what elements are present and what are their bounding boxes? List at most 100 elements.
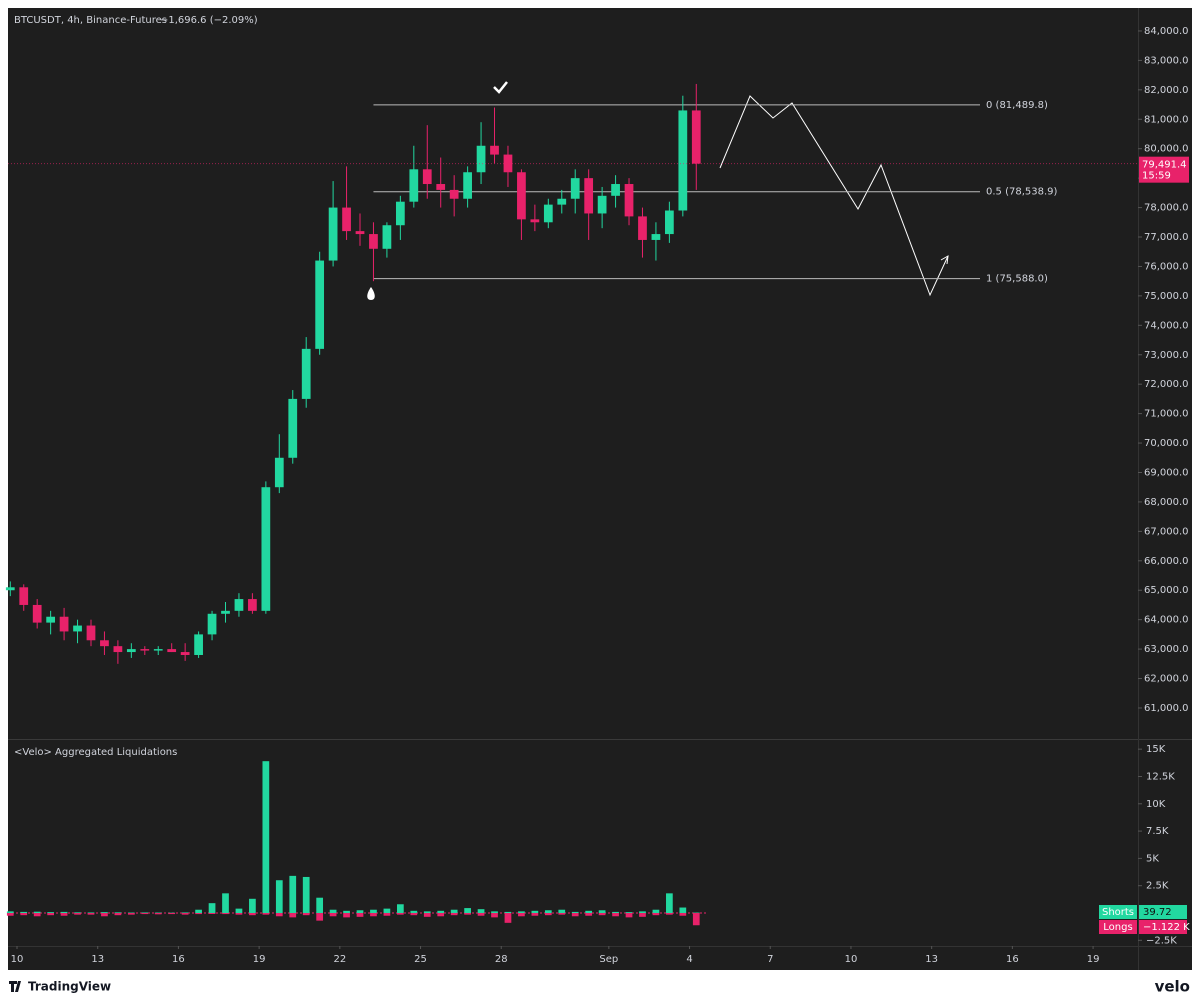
y-tick-label: 69,000.0	[1144, 467, 1189, 478]
y-tick-label: 2.5K	[1146, 881, 1169, 892]
liquidation-bar	[666, 893, 673, 913]
price-change: −1,696.6 (−2.09%)	[160, 15, 258, 26]
liquidation-bar	[33, 912, 41, 917]
candle-body	[355, 231, 365, 235]
y-tick-label: 15K	[1146, 744, 1166, 755]
liquidation-bar	[504, 912, 512, 923]
legend-name: Longs	[1103, 922, 1132, 933]
liquidation-bar	[87, 912, 95, 914]
y-tick-label: 76,000.0	[1144, 261, 1189, 272]
x-tick-label: 10	[11, 954, 24, 965]
y-tick-label: 7.5K	[1146, 826, 1169, 837]
liquidation-bar	[101, 912, 108, 917]
x-tick-label: 4	[686, 954, 692, 965]
x-tick-label: 16	[172, 954, 185, 965]
candle-body	[463, 172, 472, 199]
liquidation-bar	[679, 907, 687, 913]
liquidation-bar	[585, 910, 593, 913]
candle-body	[261, 487, 271, 611]
liquidation-bar	[262, 761, 270, 913]
candle-body	[301, 348, 311, 399]
liquidation-bar	[491, 912, 498, 918]
liquidation-bar	[289, 912, 297, 918]
y-tick-label: 64,000.0	[1144, 615, 1189, 626]
candle-body	[651, 234, 661, 240]
candle-body	[32, 604, 42, 623]
liquidation-bar	[558, 912, 566, 915]
y-tick-label: 74,000.0	[1144, 320, 1189, 331]
x-tick-label: 28	[495, 954, 508, 965]
liquidation-bar	[370, 912, 377, 917]
candle-body	[530, 219, 540, 223]
liquidation-bar	[544, 910, 552, 913]
liquidation-bar	[423, 911, 431, 913]
liquidation-bar	[571, 911, 579, 913]
liquidation-bar	[195, 912, 202, 915]
x-tick-label: 10	[845, 954, 858, 965]
candle-body	[221, 610, 230, 614]
brand: TradingView	[28, 980, 111, 994]
liquidation-bar	[383, 912, 391, 916]
y-tick-label: 82,000.0	[1144, 85, 1189, 96]
projection-path	[719, 95, 949, 297]
y-tick-label: 78,000.0	[1144, 203, 1189, 214]
liquidation-bar	[329, 912, 337, 917]
y-tick-label: 71,000.0	[1144, 409, 1189, 420]
candle-body	[153, 649, 163, 651]
candle-body	[503, 154, 513, 173]
liquidation-bar	[518, 912, 525, 917]
source: velo	[1155, 978, 1190, 996]
y-tick-label: 75,000.0	[1144, 291, 1189, 302]
candle-body	[570, 178, 580, 199]
liquidation-bar	[208, 912, 216, 914]
candle-body	[274, 457, 284, 488]
legend-name: Shorts	[1102, 907, 1134, 918]
liquidation-bar	[316, 912, 324, 921]
liquidation-bar	[531, 912, 539, 916]
y-tick-label: 80,000.0	[1144, 144, 1189, 155]
candle-body	[288, 398, 298, 458]
candle-body	[315, 260, 325, 349]
candle-body	[597, 195, 607, 214]
liquidation-bar	[195, 909, 202, 913]
liquidation-bar	[222, 912, 229, 915]
liquidation-bar	[60, 912, 68, 916]
check-icon	[493, 81, 508, 94]
candle-body	[557, 198, 567, 205]
liquidation-bar	[6, 912, 14, 916]
liquidation-bar	[410, 910, 418, 913]
legend-name-box	[1099, 920, 1137, 934]
liquidation-bar	[612, 911, 619, 913]
y-tick-label: 12.5K	[1146, 771, 1175, 782]
y-tick-label: −2.5K	[1146, 935, 1177, 946]
y-tick-label: 5K	[1146, 853, 1159, 864]
liquidation-bar	[47, 912, 55, 914]
candle-body	[543, 204, 553, 223]
candle-body	[611, 184, 620, 196]
candle-body	[328, 207, 338, 261]
liquidation-bar	[437, 910, 445, 913]
liquidation-bar	[235, 912, 243, 915]
liquidation-bar	[558, 909, 566, 913]
candle-body	[382, 225, 392, 249]
liquidation-bar	[316, 897, 324, 913]
price-tag	[1139, 156, 1189, 183]
liquidation-bar	[168, 912, 176, 915]
liquidation-bar	[356, 912, 364, 917]
liquidation-bar	[504, 911, 512, 913]
liquidation-bar	[141, 912, 149, 914]
brand-logo	[9, 981, 21, 992]
candle-body	[140, 649, 150, 651]
candle-body	[476, 145, 486, 173]
liquidation-bar	[652, 909, 660, 913]
liquidation-bar	[639, 912, 646, 917]
candle-body	[46, 616, 56, 623]
liquidation-bar	[154, 912, 162, 915]
liquidation-bar	[544, 912, 552, 916]
candle-body	[234, 599, 244, 611]
liquidation-bar	[491, 911, 498, 913]
liquidation-bar	[639, 911, 646, 913]
x-tick-label: 16	[1006, 954, 1019, 965]
liquidation-bar	[6, 911, 14, 913]
